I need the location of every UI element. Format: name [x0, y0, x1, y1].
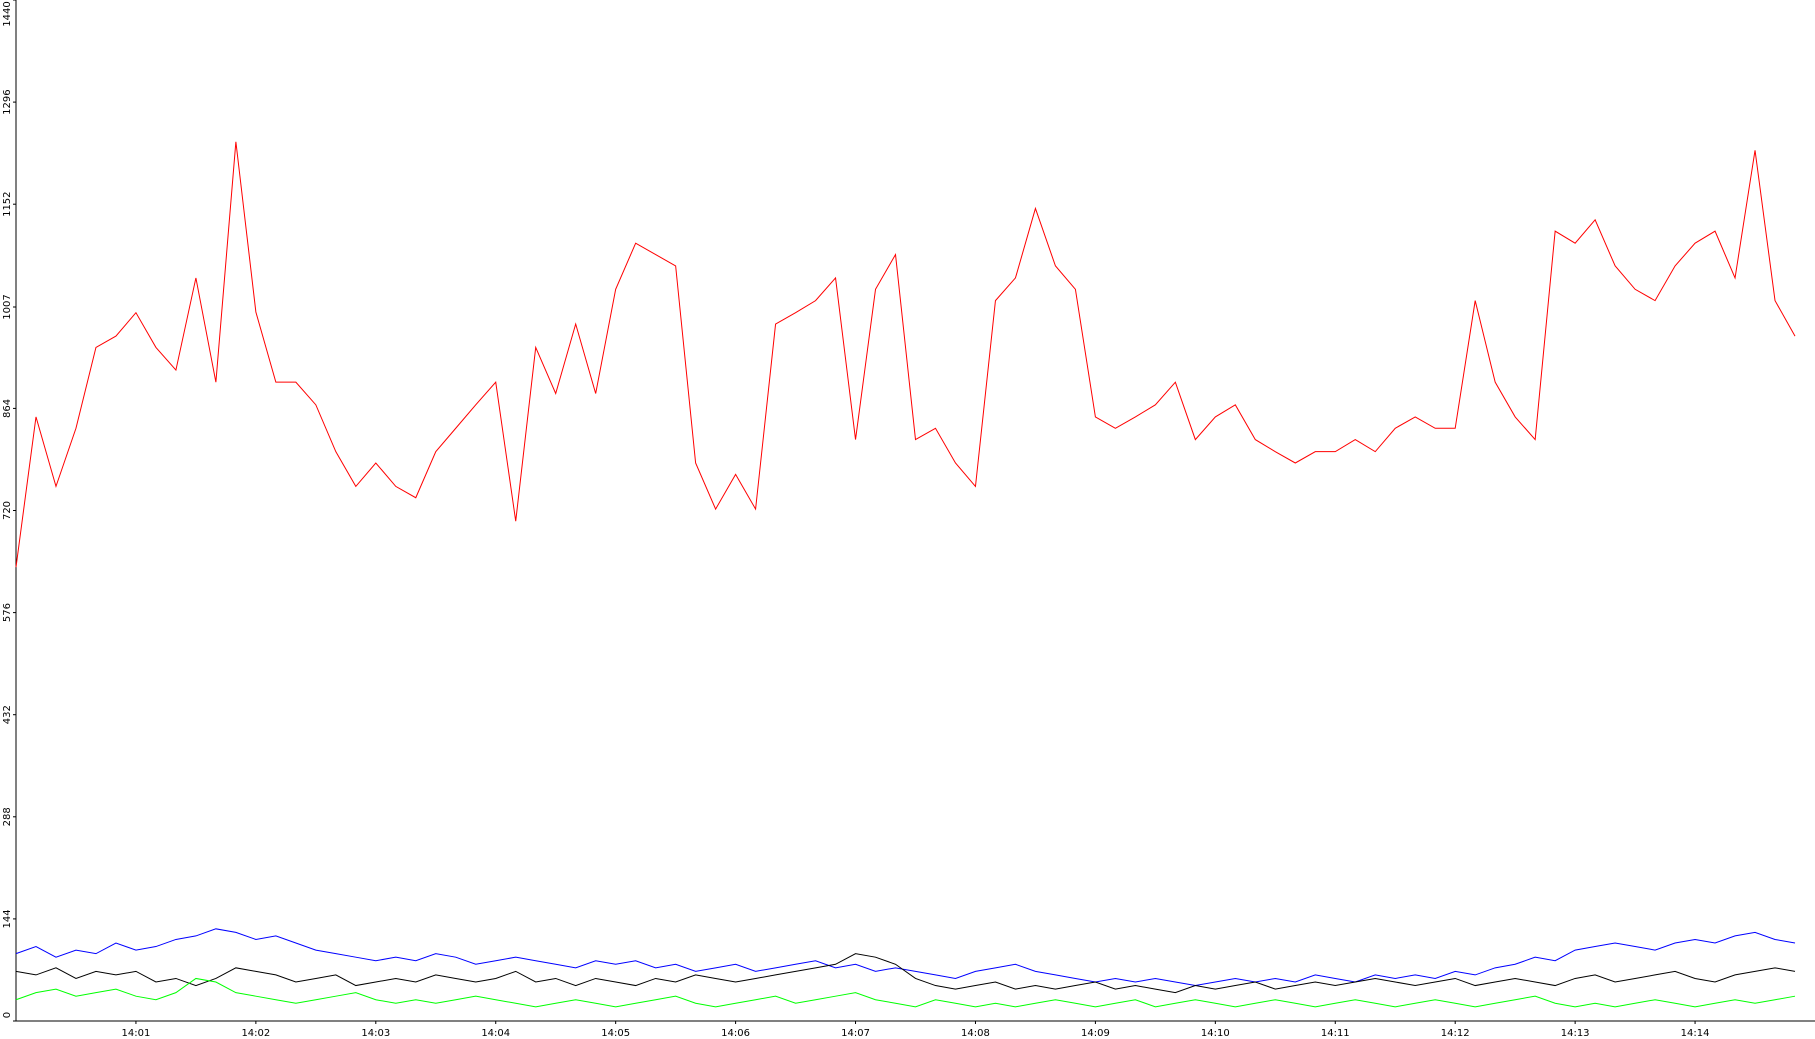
series-line [15, 953, 1796, 994]
x-tick-label: 14:06 [721, 1028, 750, 1039]
y-tick-label: 864 [2, 399, 13, 418]
series-line [15, 977, 1796, 1008]
series-line [15, 928, 1796, 987]
x-tick-label: 14:10 [1201, 1028, 1230, 1039]
x-tick-label: 14:14 [1681, 1028, 1710, 1039]
y-tick-label: 576 [2, 603, 13, 622]
y-tick-label: 1007 [2, 294, 13, 319]
x-tick-label: 14:01 [122, 1028, 151, 1039]
y-tick-label: 144 [2, 909, 13, 928]
x-tick-label: 14:11 [1321, 1028, 1350, 1039]
x-tick-label: 14:13 [1561, 1028, 1590, 1039]
y-tick-label: 1152 [2, 191, 13, 216]
y-tick-label: 0 [2, 1012, 13, 1018]
x-tick-label: 14:04 [481, 1028, 510, 1039]
x-tick-label: 14:05 [601, 1028, 630, 1039]
x-tick-label: 14:08 [961, 1028, 990, 1039]
x-tick-label: 14:07 [841, 1028, 870, 1039]
series-line [15, 141, 1796, 568]
y-tick-label: 288 [2, 807, 13, 826]
y-tick-label: 432 [2, 705, 13, 724]
y-tick-label: 720 [2, 501, 13, 520]
x-tick-label: 14:12 [1441, 1028, 1470, 1039]
y-tick-label: 1440 [2, 1, 13, 26]
x-tick-label: 14:02 [241, 1028, 270, 1039]
x-tick-label: 14:09 [1081, 1028, 1110, 1039]
y-tick-label: 1296 [2, 89, 13, 114]
x-tick-label: 14:03 [361, 1028, 390, 1039]
